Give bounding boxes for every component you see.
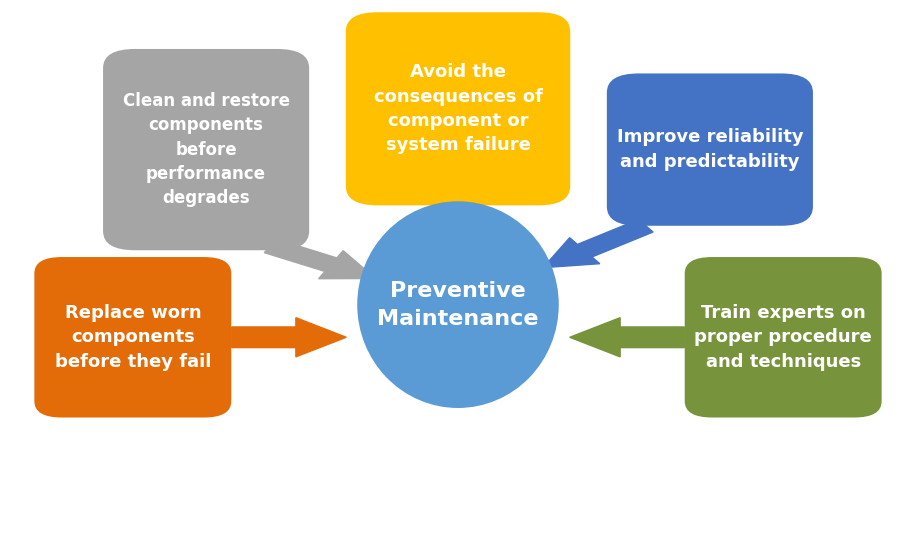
Text: Preventive
Maintenance: Preventive Maintenance (377, 281, 539, 329)
FancyArrow shape (265, 239, 376, 279)
FancyBboxPatch shape (103, 49, 310, 250)
FancyArrow shape (570, 318, 684, 357)
Text: Train experts on
proper procedure
and techniques: Train experts on proper procedure and te… (694, 304, 872, 370)
Text: Improve reliability
and predictability: Improve reliability and predictability (616, 128, 803, 171)
FancyArrow shape (431, 204, 485, 253)
FancyArrow shape (543, 219, 653, 268)
FancyBboxPatch shape (606, 73, 812, 226)
Ellipse shape (357, 201, 559, 408)
Text: Replace worn
components
before they fail: Replace worn components before they fail (55, 304, 211, 370)
FancyBboxPatch shape (34, 257, 231, 418)
Text: Avoid the
consequences of
component or
system failure: Avoid the consequences of component or s… (374, 63, 542, 154)
FancyArrow shape (232, 318, 346, 357)
FancyBboxPatch shape (346, 13, 570, 205)
FancyBboxPatch shape (684, 257, 881, 418)
Text: Clean and restore
components
before
performance
degrades: Clean and restore components before perf… (123, 92, 289, 207)
